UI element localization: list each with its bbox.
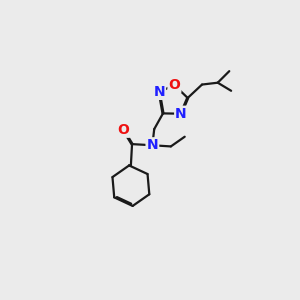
- Text: O: O: [117, 123, 129, 137]
- Text: N: N: [175, 107, 187, 121]
- Text: N: N: [147, 138, 158, 152]
- Text: N: N: [153, 85, 165, 99]
- Text: O: O: [169, 78, 180, 92]
